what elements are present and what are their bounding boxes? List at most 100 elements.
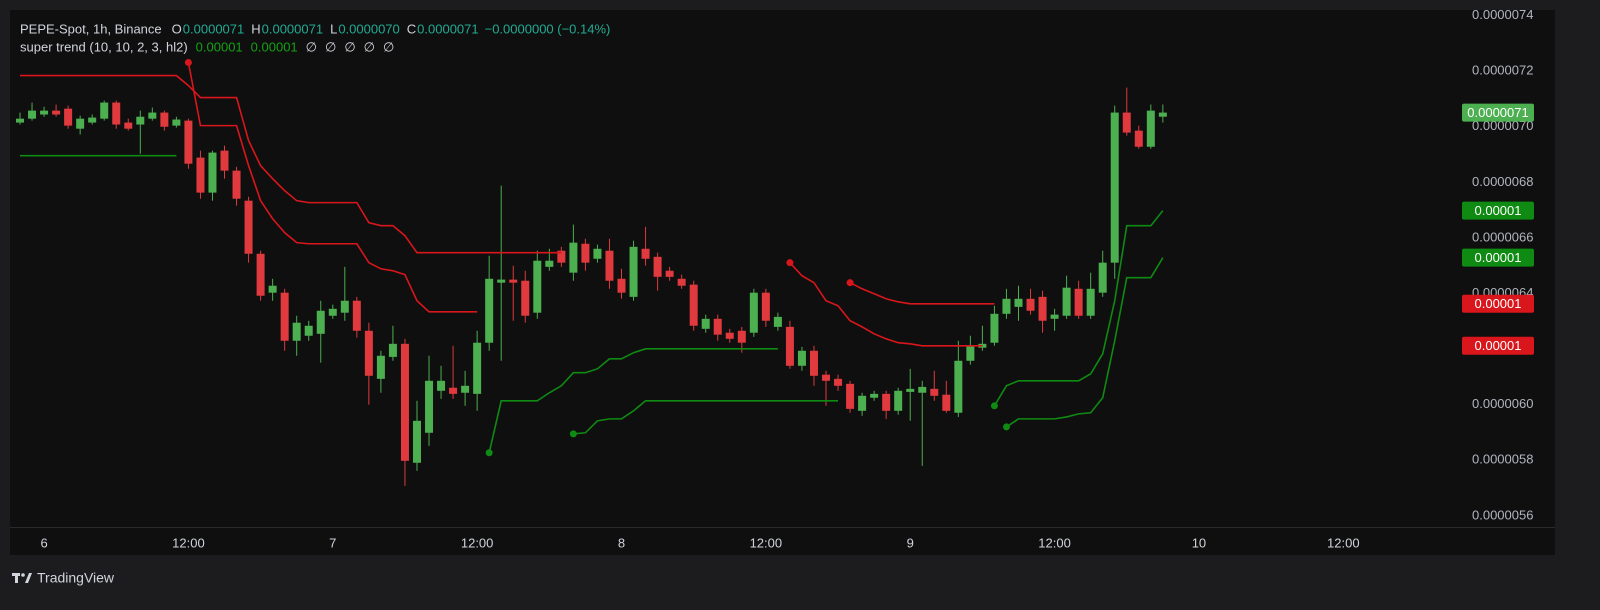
candle-body [725, 332, 734, 339]
trend-flip-dot [990, 402, 998, 410]
candle-body [400, 343, 409, 461]
candle-body [437, 380, 446, 391]
price-badge [1462, 201, 1534, 220]
y-tick-label: 0.0000060 [1472, 396, 1533, 411]
x-tick-label: 9 [907, 535, 914, 550]
price-badge-label: 0.0000071 [1467, 105, 1528, 120]
candle-body [268, 285, 277, 293]
legend-value: 0.0000071 [183, 21, 244, 36]
candle-body [256, 253, 265, 296]
y-tick-label: 0.0000058 [1472, 452, 1533, 467]
candle-body [617, 278, 626, 293]
price-badge-label: 0.00001 [1475, 203, 1522, 218]
trend-flip-dot [485, 449, 493, 457]
candle-body [485, 278, 494, 343]
candle-body [701, 318, 710, 329]
candle-body [545, 260, 554, 267]
candle-body [28, 110, 37, 119]
candle-body [292, 322, 301, 341]
candle-body [858, 395, 867, 411]
supertrend-line [20, 154, 1164, 453]
indicator-value: 0.00001 [251, 39, 298, 54]
candle-body [665, 270, 674, 277]
legend-value: 0.0000071 [262, 21, 323, 36]
candle-body [208, 152, 217, 193]
candle-body [521, 280, 530, 316]
price-badge-label: 0.00001 [1475, 250, 1522, 265]
candle-body [1134, 130, 1143, 147]
candle-body [160, 112, 169, 127]
candle-body [340, 300, 349, 313]
supertrend-line [187, 62, 983, 347]
indicator-value: 0.00001 [196, 39, 243, 54]
candle-body [785, 326, 794, 366]
brand-name: TradingView [37, 570, 115, 586]
price-badge [1462, 336, 1534, 355]
candle-body [1062, 287, 1071, 316]
candle-body [412, 420, 421, 463]
indicator-value: ∅ [383, 39, 394, 54]
candle-body [280, 292, 289, 341]
candle-body [593, 248, 602, 259]
legend-key: H [251, 21, 260, 36]
x-tick-label: 12:00 [172, 535, 205, 550]
candle-body [1038, 296, 1047, 321]
candle-body [1098, 262, 1107, 293]
candle-body [557, 250, 566, 263]
candle-body [1122, 112, 1131, 133]
indicator-value: ∅ [344, 39, 355, 54]
y-tick-label: 0.0000070 [1472, 118, 1533, 133]
legend-title: PEPE-Spot, 1h, Binance [20, 21, 162, 36]
candle-body [148, 112, 157, 119]
candle-body [88, 117, 97, 123]
candle-body [196, 157, 205, 193]
candle-body [689, 284, 698, 326]
x-tick-label: 12:00 [461, 535, 494, 550]
logo-part [15, 573, 18, 583]
candle-body [16, 118, 24, 123]
indicator-value: ∅ [306, 39, 317, 54]
legend-value: 0.0000071 [417, 21, 478, 36]
candle-body [172, 119, 181, 126]
candle-body [942, 394, 951, 411]
x-tick-label: 8 [618, 535, 625, 550]
candle-body [1086, 288, 1095, 316]
trend-flip-dot [569, 430, 577, 438]
candle-body [605, 250, 614, 281]
candle-body [328, 308, 337, 316]
candle-body [809, 350, 818, 376]
candle-body [509, 279, 518, 283]
candle-body [713, 318, 722, 335]
candle-body [244, 200, 253, 254]
candle-body [425, 380, 434, 433]
candle-body [761, 292, 770, 321]
candle-body [52, 110, 61, 115]
price-badge-label: 0.00001 [1475, 338, 1522, 353]
candle-body [64, 108, 73, 126]
candle-body [304, 325, 313, 336]
candle-body [461, 385, 470, 393]
y-tick-label: 0.0000056 [1472, 507, 1533, 522]
candle-body [834, 378, 843, 386]
candle-body [1158, 112, 1167, 117]
price-badge-label: 0.00001 [1475, 296, 1522, 311]
candle-body [966, 345, 975, 361]
candle-body [581, 243, 590, 263]
candle-body [653, 256, 662, 277]
price-badge [1462, 103, 1534, 122]
y-tick-label: 0.0000066 [1472, 229, 1533, 244]
indicator-value: ∅ [325, 39, 336, 54]
candle-body [1014, 298, 1023, 307]
trend-flip-dot [846, 279, 854, 287]
x-tick-label: 12:00 [1327, 535, 1360, 550]
x-tick-label: 12:00 [1038, 535, 1071, 550]
supertrend-line [573, 257, 1164, 435]
supertrend-line [20, 74, 995, 305]
candle-body [1146, 110, 1155, 147]
candle-body [870, 393, 879, 398]
indicator-value: ∅ [364, 39, 375, 54]
candle-body [76, 118, 85, 129]
legend-value: 0.0000070 [338, 21, 399, 36]
x-tick-label: 10 [1192, 535, 1206, 550]
